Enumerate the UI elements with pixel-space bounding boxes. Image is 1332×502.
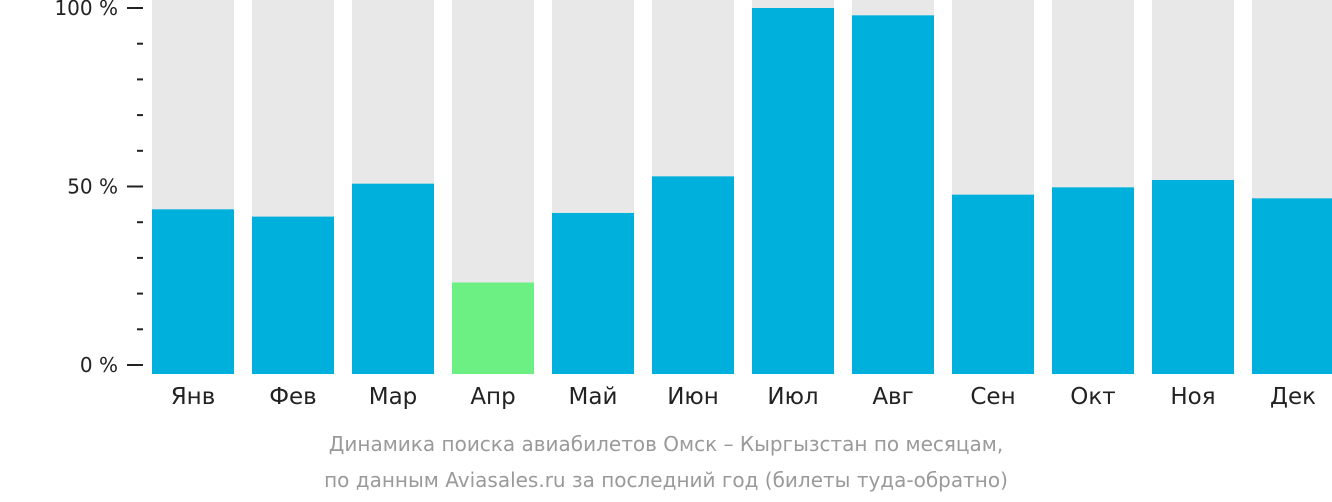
bar-11 xyxy=(1152,180,1234,374)
bar-6 xyxy=(652,176,734,374)
x-tick-label-11: Ноя xyxy=(1170,384,1215,410)
x-tick-label-9: Сен xyxy=(970,384,1015,410)
bar-8 xyxy=(852,15,934,374)
bar-7 xyxy=(752,8,834,374)
x-tick-label-10: Окт xyxy=(1070,384,1115,410)
x-tick-label-1: Янв xyxy=(171,384,216,410)
bar-2 xyxy=(252,216,334,374)
x-tick-label-4: Апр xyxy=(470,384,515,410)
x-tick-label-5: Май xyxy=(569,384,618,410)
x-tick-label-6: Июн xyxy=(667,384,719,410)
chart-caption-line-2: по данным Aviasales.ru за последний год … xyxy=(324,468,1008,492)
x-tick-label-7: Июл xyxy=(767,384,818,410)
bar-4 xyxy=(452,282,534,374)
x-tick-label-12: Дек xyxy=(1270,384,1316,410)
bar-10 xyxy=(1052,187,1134,374)
bar-3 xyxy=(352,183,434,374)
y-tick-label-2: 50 % xyxy=(67,175,118,199)
bar-chart: Янв Фев Мар Апр Май Июн Июл Авг Сен Окт Ноя Дек 0 % 5… xyxy=(54,0,1332,410)
x-tick-label-2: Фев xyxy=(269,384,317,410)
y-tick-label-3: 100 % xyxy=(54,0,118,20)
bar-5 xyxy=(552,212,634,374)
y-tick-label-1: 0 % xyxy=(80,353,118,377)
bar-9 xyxy=(952,194,1034,374)
chart-caption-line-1: Динамика поиска авиабилетов Омск – Кыргы… xyxy=(328,432,1004,456)
x-tick-label-3: Мар xyxy=(369,384,418,410)
bar-1 xyxy=(152,209,234,374)
bar-12 xyxy=(1252,198,1332,374)
x-tick-label-8: Авг xyxy=(872,384,913,410)
